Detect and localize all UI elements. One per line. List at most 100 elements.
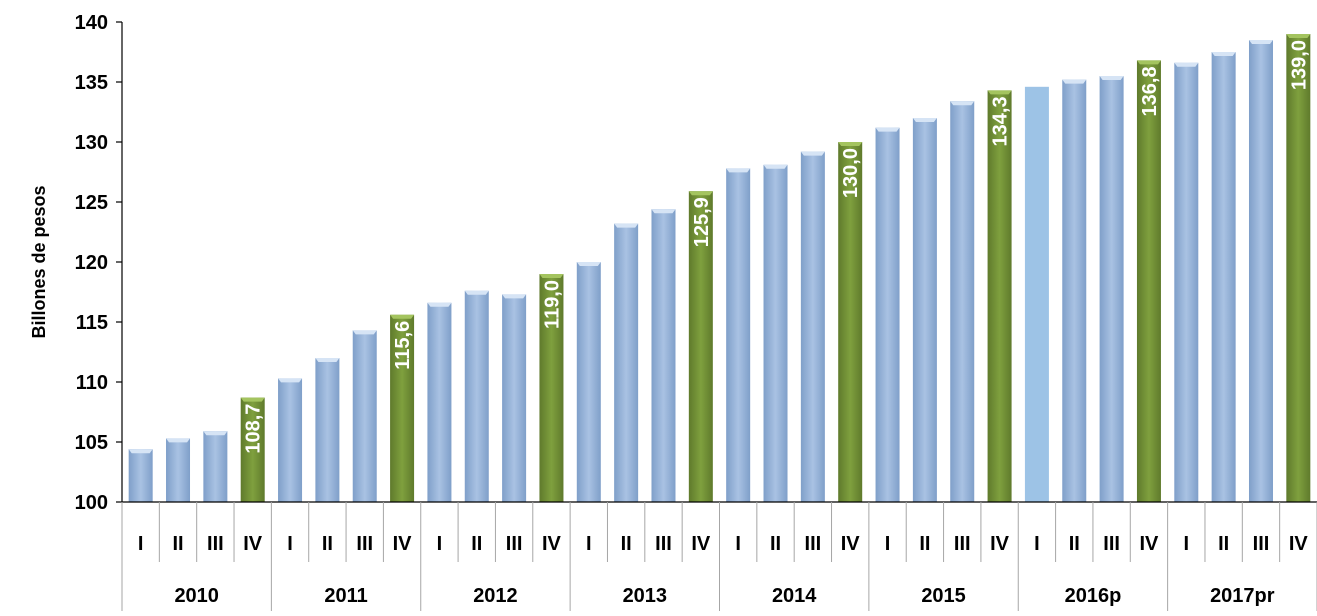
data-label-2010-IV: 108,7 (243, 404, 265, 454)
data-label-2016p-IV: 136,8 (1139, 66, 1161, 116)
x-tick-label-year: 2012 (473, 585, 518, 607)
bar-top-bevel (1174, 62, 1199, 67)
x-tick-label-quarter: IV (1289, 533, 1309, 555)
bar-top-bevel (539, 274, 564, 278)
bar-top-bevel (576, 262, 601, 266)
x-tick-label-year: 2015 (921, 585, 966, 607)
bar-top-bevel (1286, 34, 1311, 38)
bar-top-bevel (987, 90, 1012, 95)
y-tick-label: 105 (75, 432, 108, 454)
x-tick-label-quarter: I (586, 533, 592, 555)
x-tick-label-quarter: IV (393, 533, 413, 555)
data-label-2017pr-IV: 139,0 (1288, 40, 1310, 90)
x-tick-label-year: 2013 (623, 585, 668, 607)
y-tick-label: 115 (76, 312, 108, 334)
bar-top-bevel (166, 438, 191, 443)
data-label-2011-IV: 115,6 (392, 321, 414, 370)
bar-2017pr-III (1248, 40, 1273, 502)
x-tick-label-quarter: III (1253, 533, 1270, 555)
x-tick-label-quarter: IV (691, 533, 711, 555)
bar-top-bevel (352, 330, 377, 335)
bar-top-bevel (240, 397, 265, 402)
bar-2012-III (502, 294, 527, 502)
bar-2011-I (278, 378, 303, 502)
bar-top-bevel (726, 168, 751, 173)
data-label-2015-IV: 134,3 (990, 96, 1012, 146)
bars-group: 108,7 115,6 119,0 125,9 130,0 134,3 136,8 139,0 (128, 34, 1311, 503)
bar-top-bevel (688, 191, 713, 196)
x-tick-label-quarter: IV (243, 533, 263, 555)
bar-top-bevel (315, 358, 340, 362)
x-tick-label-quarter: II (471, 533, 482, 555)
bar-2017pr-IV (1286, 34, 1311, 502)
bar-top-bevel (950, 101, 975, 106)
bar-2012-II (464, 290, 489, 502)
bar-top-bevel (875, 127, 900, 132)
x-tick-label-quarter: I (1034, 533, 1040, 555)
bar-2015-III (950, 101, 975, 502)
x-tick-label-quarter: III (1103, 533, 1120, 555)
x-tick-label-year: 2014 (772, 585, 817, 607)
y-tick-label: 140 (75, 12, 108, 34)
y-tick-label: 125 (75, 192, 108, 214)
x-tick-label-quarter: II (322, 533, 333, 555)
bar-2011-III (352, 330, 377, 502)
bar-top-bevel (128, 449, 153, 454)
x-tick-label-quarter: II (919, 533, 930, 555)
y-axis-title: Billones de pesos (29, 185, 49, 338)
y-tick-label: 130 (75, 132, 108, 154)
bar-top-bevel (651, 209, 676, 214)
bar-2016p-IV (1136, 60, 1161, 503)
x-tick-label-quarter: III (655, 533, 672, 555)
data-label-2014-IV: 130,0 (840, 148, 862, 198)
bar-top-bevel (1099, 76, 1124, 80)
x-tick-label-quarter: III (356, 533, 373, 555)
bar-2014-III (800, 151, 825, 502)
bar-2015-IV (987, 90, 1012, 503)
bar-top-bevel (464, 290, 489, 295)
bar-2013-II (614, 223, 639, 502)
y-tick-label: 135 (75, 72, 108, 94)
data-label-2013-IV: 125,9 (691, 197, 713, 247)
bar-2014-II (763, 164, 788, 503)
bar-top-bevel (390, 314, 415, 319)
bar-2014-I (726, 168, 751, 502)
x-tick-label-quarter: III (207, 533, 224, 555)
x-tick-label-quarter: II (770, 533, 781, 555)
bar-top-bevel (1136, 60, 1161, 65)
data-label-2012-IV: 119,0 (541, 280, 563, 329)
x-tick-label-quarter: III (954, 533, 971, 555)
bar-2010-I (128, 449, 153, 502)
bar-top-bevel (912, 118, 937, 122)
x-tick-label-quarter: I (138, 533, 144, 555)
x-tick-label-quarter: IV (841, 533, 861, 555)
x-tick-label-quarter: IV (542, 533, 562, 555)
x-tick-label-quarter: I (735, 533, 741, 555)
bar-2013-I (576, 262, 601, 502)
bar-top-bevel (1248, 40, 1273, 44)
bar-2016p-II (1062, 79, 1087, 502)
bar-2015-I (875, 127, 900, 502)
bar-2010-II (166, 438, 191, 502)
bar-top-bevel (614, 223, 639, 228)
bar-top-bevel (278, 378, 303, 383)
x-tick-label-quarter: II (1069, 533, 1080, 555)
bar-2010-IV (240, 397, 265, 502)
y-axis: 100 105 110 115 120 125 130 135 140 (75, 12, 123, 514)
bar-2017pr-I (1174, 62, 1199, 503)
x-tick-label-year: 2017pr (1210, 585, 1275, 607)
bar-2010-III (203, 431, 228, 502)
bar-2014-IV (838, 142, 863, 502)
bar-top-bevel (502, 294, 527, 299)
x-tick-label-quarter: II (621, 533, 632, 555)
bar-top-bevel (1211, 52, 1236, 56)
x-tick-label-quarter: I (885, 533, 891, 555)
y-tick-label: 120 (75, 252, 108, 274)
x-tick-label-quarter: I (437, 533, 443, 555)
y-tick-label: 110 (76, 372, 108, 394)
x-tick-label-quarter: II (172, 533, 183, 555)
y-tick-label: 100 (75, 492, 108, 514)
bar-top-bevel (800, 151, 825, 156)
